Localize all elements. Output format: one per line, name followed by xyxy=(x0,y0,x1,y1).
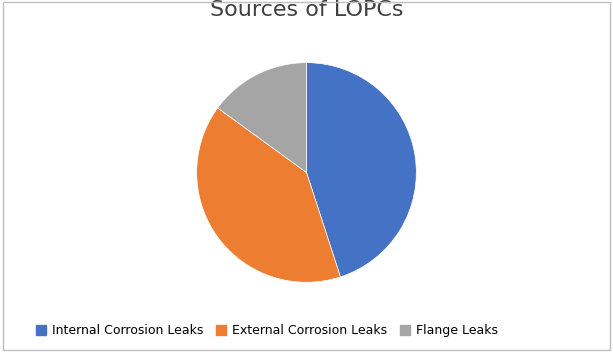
Wedge shape xyxy=(218,63,306,172)
Wedge shape xyxy=(306,63,416,277)
Wedge shape xyxy=(197,108,340,282)
Title: Sources of LOPCs: Sources of LOPCs xyxy=(210,0,403,20)
Legend: Internal Corrosion Leaks, External Corrosion Leaks, Flange Leaks: Internal Corrosion Leaks, External Corro… xyxy=(31,319,503,342)
